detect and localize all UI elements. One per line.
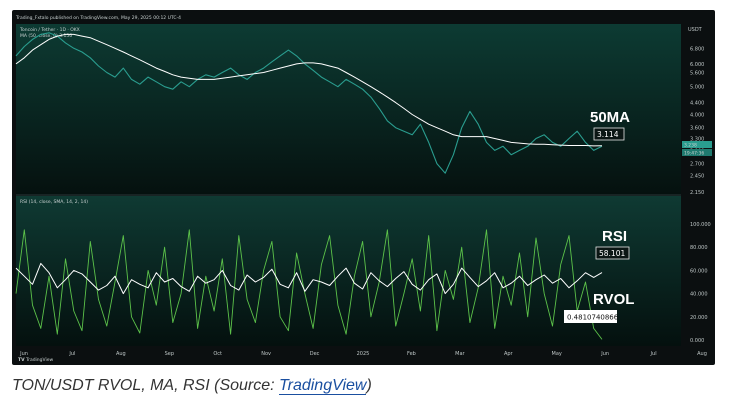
countdown-value: 19:47:36 (684, 151, 704, 157)
caption-prefix: TON/USDT RVOL, MA, RSI (Source: (12, 377, 280, 394)
last-price-value: 3.238 (684, 143, 697, 149)
time-tick-label: Sep (165, 351, 174, 357)
tv-logo-icon: TV (18, 357, 25, 363)
caption-link[interactable]: TradingView (279, 377, 367, 395)
rvol-value: 0.4810740866 (567, 314, 619, 322)
time-tick-label: Jun (19, 351, 28, 357)
figure-caption: TON/USDT RVOL, MA, RSI (Source: TradingV… (12, 377, 372, 395)
price-line (15, 32, 603, 174)
time-tick-label: Jul (650, 351, 657, 357)
time-tick-label: Nov (261, 351, 271, 357)
rsi-tick-label: 100.000 (690, 222, 711, 228)
time-tick-label: Mar (455, 351, 465, 357)
rsi-series-group (15, 229, 603, 340)
rsi-tick-label: 0.000 (690, 338, 704, 344)
price-tick-label: 5.600 (690, 71, 704, 77)
time-tick-label: 2025 (357, 351, 370, 357)
ma-value-box (593, 127, 625, 141)
price-tick-label: 6.000 (690, 62, 704, 68)
price-tick-label: 5.000 (690, 85, 704, 91)
chart-canvas: Trading_Fxtalo published on TradingView.… (15, 15, 715, 365)
price-tick-label: 2.150 (690, 190, 704, 196)
rsi-callout-label: RSI (602, 228, 627, 245)
ma-value: 3.114 (597, 130, 619, 139)
ma50-line (15, 33, 603, 147)
tradingview-chart[interactable]: Trading_Fxtalo published on TradingView.… (12, 10, 715, 365)
price-tick-label: 3.600 (690, 126, 704, 132)
currency-label: USDT (688, 27, 703, 33)
price-tick-label: 4.400 (690, 101, 704, 107)
time-tick-label: Aug (116, 351, 126, 357)
publisher-line: Trading_Fxtalo published on TradingView.… (15, 15, 181, 21)
rsi-tick-label: 80.000 (690, 245, 708, 251)
rvol-value-box (564, 310, 617, 323)
rsi-tick-label: 60.000 (690, 268, 708, 274)
time-tick-label: Aug (697, 351, 707, 357)
time-tick-label: Feb (407, 351, 416, 357)
time-tick-label: Dec (310, 351, 320, 357)
rvol-line (15, 229, 603, 340)
price-tick-label: 3.300 (690, 137, 704, 143)
time-scale[interactable] (16, 346, 681, 365)
ma-callout-label: 50MA (590, 109, 630, 126)
time-tick-label: Jun (600, 351, 609, 357)
rsi-value: 58.101 (599, 249, 625, 258)
price-scale[interactable] (681, 24, 715, 346)
price-tick-label: 2.700 (690, 162, 704, 168)
rsi-line (15, 262, 603, 295)
rsi-pane[interactable] (16, 196, 681, 346)
symbol-line: Toncoin / Tether · 1D · OKX (19, 27, 80, 33)
price-tick-label: 4.000 (690, 113, 704, 119)
rsi-tick-label: 20.000 (690, 315, 708, 321)
time-axis-ticks: Jun Jul Aug Sep Oct Nov Dec 2025 Feb Mar Apr May Jun… (19, 351, 707, 357)
footer-brand: TradingView (25, 357, 54, 363)
price-series-group (15, 32, 603, 174)
ma-legend: MA (50, close, 0) 3.156 (20, 33, 72, 39)
time-tick-label: May (552, 351, 562, 357)
time-tick-label: Oct (213, 351, 222, 357)
rsi-tick-label: 40.000 (690, 292, 708, 298)
time-tick-label: Jul (68, 351, 75, 357)
rsi-axis-ticks: 100.000 80.000 60.000 40.000 20.000 0.000 (690, 222, 711, 344)
rsi-legend: RSI (14, close, SMA, 14, 2, 14) (20, 199, 88, 205)
rsi-value-box (595, 246, 630, 260)
countdown-badge (682, 149, 712, 156)
price-tick-label: 6.800 (690, 46, 704, 52)
last-price-badge (682, 141, 712, 148)
caption-suffix: ) (366, 377, 372, 394)
time-tick-label: Apr (504, 351, 514, 357)
rvol-callout-label: RVOL (593, 291, 634, 308)
price-pane[interactable] (16, 24, 681, 194)
price-tick-label: 2.450 (690, 174, 704, 180)
